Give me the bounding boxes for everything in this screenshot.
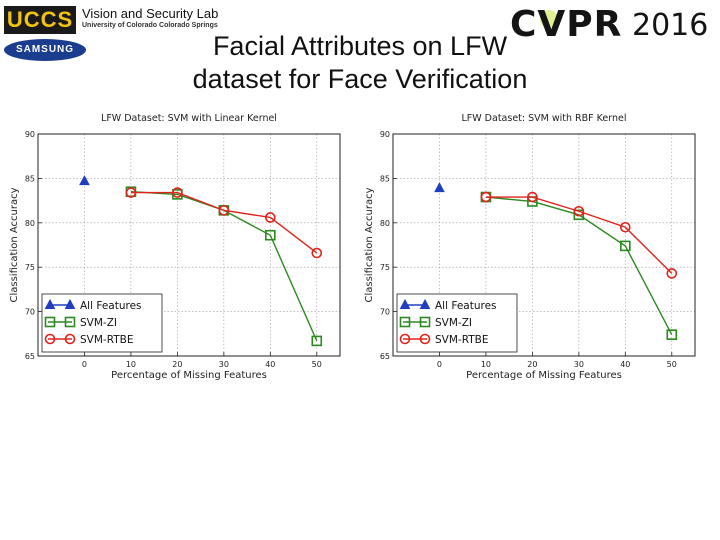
- data-point-svm-rtbe: [620, 221, 631, 233]
- y-tick-label: 80: [25, 219, 35, 228]
- x-tick-label: 0: [437, 360, 442, 369]
- legend-marker: [419, 316, 431, 328]
- x-tick-label: 10: [126, 360, 136, 369]
- y-tick-label: 70: [25, 308, 35, 317]
- y-tick-label: 90: [25, 130, 35, 139]
- x-axis-label: Percentage of Missing Features: [111, 370, 267, 381]
- data-point-svm-zi: [311, 335, 323, 347]
- legend-marker: [419, 298, 431, 309]
- legend-label: SVM-RTBE: [435, 334, 488, 346]
- data-point-svm-zi: [666, 329, 678, 340]
- slide-title: Facial Attributes on LFW dataset for Fac…: [100, 30, 620, 96]
- slide-title-line1: Facial Attributes on LFW: [212, 31, 508, 61]
- x-tick-label: 0: [82, 360, 87, 369]
- x-axis-label: Percentage of Missing Features: [466, 370, 622, 381]
- y-tick-label: 75: [380, 263, 390, 272]
- lab-affiliation: University of Colorado Colorado Springs: [82, 22, 218, 29]
- cvpr-logo: CVPR 2016: [510, 4, 720, 46]
- slide-title-line2: dataset for Face Verification: [192, 64, 528, 94]
- data-point-svm-rtbe: [527, 191, 538, 203]
- legend-marker: [44, 316, 56, 328]
- x-tick-label: 10: [481, 360, 491, 369]
- series-svm-rtbe: [480, 191, 678, 279]
- y-tick-label: 65: [25, 352, 35, 361]
- x-tick-label: 30: [574, 360, 584, 369]
- chart-title: LFW Dataset: SVM with RBF Kernel: [462, 113, 627, 124]
- data-point-svm-zi: [620, 240, 631, 252]
- cvpr-logo-year: 2016: [632, 8, 709, 43]
- data-point-svm-rtbe: [311, 247, 323, 259]
- legend: All Features SVM-ZI SVM-RTBE: [41, 293, 163, 353]
- y-axis-label: Classification Accuracy: [9, 187, 20, 302]
- cvpr-logo-accent: [540, 10, 558, 28]
- legend-marker: [419, 333, 431, 345]
- y-tick-label: 85: [25, 174, 35, 183]
- data-point-svm-rtbe: [265, 212, 276, 223]
- data-point-svm-zi: [573, 209, 585, 221]
- legend-marker: [64, 333, 76, 345]
- legend-box: [396, 293, 518, 353]
- legend-box: [41, 293, 163, 353]
- uccs-logo: UCCS: [4, 6, 76, 34]
- chart-rbf-kernel: LFW Dataset: SVM with RBF Kernel 0 10 20 30 4…: [360, 106, 705, 381]
- series-all-features: [79, 174, 90, 186]
- series-line-svm-rtbe: [130, 191, 318, 254]
- legend-marker: [399, 298, 411, 309]
- x-tick-label: 40: [265, 360, 275, 369]
- y-tick-label: 80: [380, 219, 390, 228]
- x-tick-label: 50: [312, 360, 322, 369]
- cvpr-logo-name: CVPR: [510, 4, 623, 45]
- y-axis-label: Classification Accuracy: [364, 187, 375, 302]
- legend: All Features SVM-ZI SVM-RTBE: [396, 293, 518, 353]
- y-tick-label: 85: [380, 174, 390, 183]
- chart-title: LFW Dataset: SVM with Linear Kernel: [101, 113, 277, 124]
- lab-name: Vision and Security Lab: [82, 6, 219, 21]
- series-line-svm-rtbe: [485, 196, 673, 274]
- chart-linear-kernel: LFW Dataset: SVM with Linear Kernel 0 10 20…: [5, 106, 350, 381]
- x-tick-label: 30: [219, 360, 229, 369]
- legend-label: SVM-RTBE: [80, 334, 133, 346]
- data-point-svm-rtbe: [172, 187, 183, 198]
- plot-frame: [37, 133, 341, 357]
- legend-marker: [399, 316, 411, 328]
- data-point-svm-rtbe: [480, 191, 492, 203]
- x-tick-label: 40: [620, 360, 630, 369]
- data-point-svm-zi: [265, 229, 276, 241]
- legend-marker: [44, 333, 56, 345]
- data-point-all-features: [434, 182, 445, 193]
- data-point-svm-rtbe: [666, 268, 678, 279]
- x-tick-label: 50: [667, 360, 677, 369]
- data-point-all-features: [79, 174, 90, 186]
- plot-frame: [392, 133, 696, 357]
- legend-label: All Features: [435, 300, 497, 312]
- legend-marker: [399, 333, 411, 345]
- series-line-svm-zi: [485, 196, 673, 336]
- chart-rbf-kernel-svg: LFW Dataset: SVM with RBF Kernel 0 10 20 30 4…: [364, 113, 696, 381]
- data-point-svm-rtbe: [125, 187, 137, 198]
- legend-marker: [64, 316, 76, 328]
- samsung-logo: SAMSUNG: [4, 39, 86, 61]
- legend-label: SVM-ZI: [80, 317, 117, 329]
- legend-marker: [64, 298, 76, 309]
- legend-label: SVM-ZI: [435, 317, 472, 329]
- y-tick-label: 90: [380, 130, 390, 139]
- series-all-features: [434, 182, 445, 193]
- y-tick-label: 70: [380, 308, 390, 317]
- x-tick-label: 20: [172, 360, 182, 369]
- data-point-svm-rtbe: [573, 205, 585, 217]
- x-tick-label: 20: [527, 360, 537, 369]
- y-tick-label: 75: [25, 263, 35, 272]
- legend-label: All Features: [80, 300, 142, 312]
- legend-marker: [44, 298, 56, 309]
- y-tick-label: 65: [380, 352, 390, 361]
- data-point-svm-rtbe: [218, 205, 230, 216]
- series-svm-rtbe: [125, 187, 323, 259]
- chart-linear-kernel-svg: LFW Dataset: SVM with Linear Kernel 0 10 20…: [9, 113, 341, 381]
